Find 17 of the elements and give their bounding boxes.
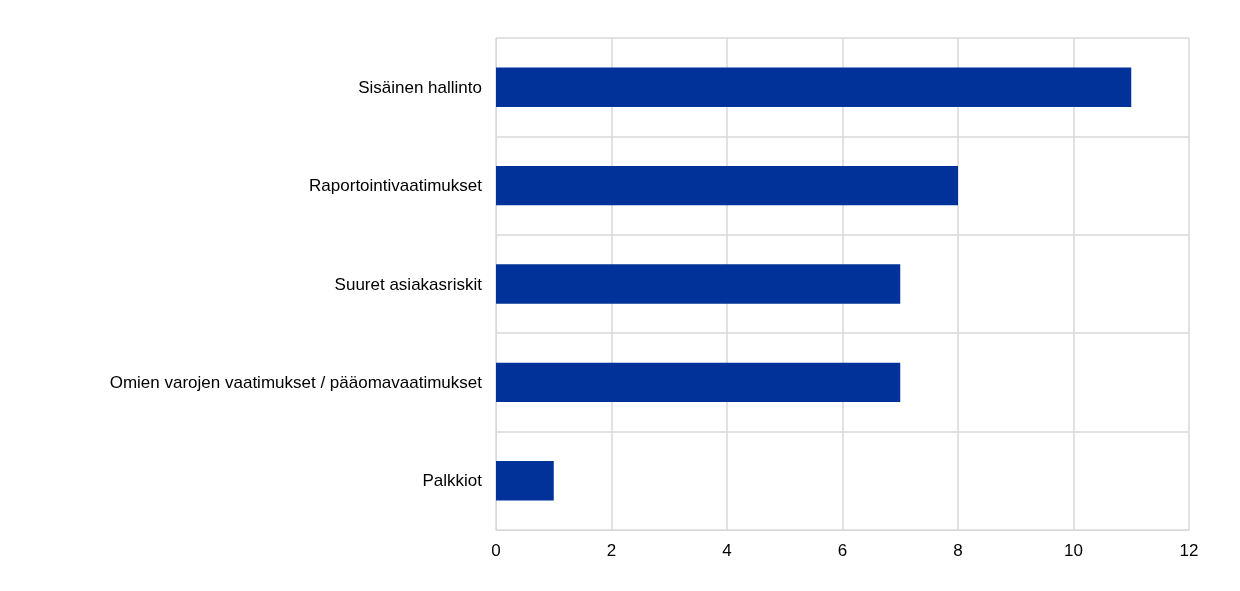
x-tick-label: 8 xyxy=(953,541,963,560)
bar xyxy=(496,264,901,304)
x-tick-label: 12 xyxy=(1179,541,1199,560)
x-tick-label: 10 xyxy=(1064,541,1083,560)
y-tick-label: Omien varojen vaatimukset / pääomavaatimukset xyxy=(109,372,483,392)
y-tick-label: Suuret asiakasriskit xyxy=(334,274,483,294)
y-tick-label: Sisäinen hallinto xyxy=(358,77,482,97)
x-tick-label: 6 xyxy=(837,541,848,560)
bar xyxy=(496,461,554,501)
bar xyxy=(496,67,1132,107)
y-tick-label: Palkkiot xyxy=(422,471,483,491)
bar xyxy=(496,362,901,403)
x-tick-label: 2 xyxy=(606,541,617,560)
x-tick-label: 4 xyxy=(722,541,732,560)
y-tick-label: Raportointivaatimukset xyxy=(309,176,483,196)
x-tick-label: 0 xyxy=(491,541,501,560)
bar xyxy=(496,165,958,206)
